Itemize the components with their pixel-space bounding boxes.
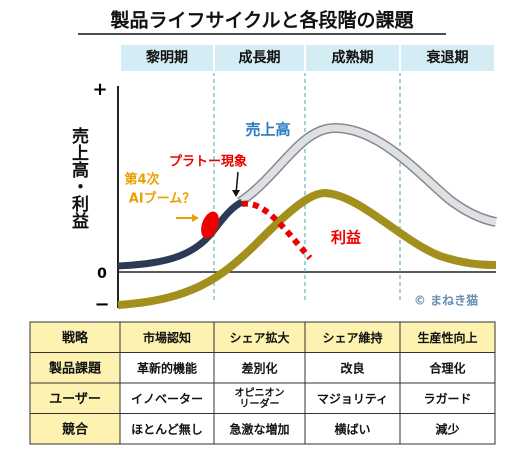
sales-curve-early bbox=[117, 198, 244, 270]
table-cell bbox=[399, 413, 496, 445]
plateau-drop bbox=[241, 200, 313, 260]
table-cell bbox=[119, 382, 215, 414]
table-cell bbox=[213, 321, 306, 353]
phase-label: 成熟期 bbox=[332, 49, 374, 66]
cell-text: ユーザー bbox=[49, 392, 101, 407]
phase-cell bbox=[399, 43, 496, 73]
copyright: © まねき猫 bbox=[414, 293, 478, 308]
table-cell bbox=[399, 352, 496, 384]
table-cell bbox=[213, 382, 306, 414]
phase-label: 衰退期 bbox=[426, 49, 469, 66]
cell-text: 減少 bbox=[435, 421, 459, 436]
table-cell bbox=[304, 382, 401, 414]
cell-text: 横ばい bbox=[334, 421, 370, 436]
table-cell bbox=[304, 413, 401, 445]
cell-text: ラガード bbox=[423, 391, 471, 406]
sales-label: 売上高 bbox=[245, 121, 290, 139]
cell-text: 革新的機能 bbox=[137, 360, 197, 375]
cell-text: 競合 bbox=[62, 421, 89, 437]
profit-label: 利益 bbox=[331, 229, 361, 247]
cell-text: イノベーター bbox=[131, 392, 203, 406]
axis-zero: 0 bbox=[97, 266, 107, 282]
cell-text: 差別化 bbox=[240, 360, 277, 375]
table-cell bbox=[29, 352, 121, 384]
table-cell bbox=[399, 321, 496, 353]
table-cell bbox=[119, 413, 215, 445]
phase-cell bbox=[119, 43, 215, 73]
cell-text: シェア拡大 bbox=[229, 330, 289, 345]
table-cell bbox=[304, 352, 401, 384]
table-cell bbox=[29, 382, 121, 414]
ai-boom-marker bbox=[201, 211, 219, 239]
phase-label: 成長期 bbox=[239, 49, 281, 66]
axis-plus: + bbox=[92, 79, 107, 100]
cell-text: 改良 bbox=[340, 360, 364, 375]
chart-frame bbox=[117, 72, 496, 308]
cell-text: ほとんど無し bbox=[131, 421, 203, 436]
title: 製品ライフサイクルと各段階の課題 bbox=[109, 9, 414, 32]
axis-minus: − bbox=[94, 294, 109, 315]
table-cell bbox=[213, 413, 306, 445]
cell-text: 生産性向上 bbox=[417, 330, 477, 345]
cell-text: 製品課題 bbox=[48, 360, 102, 376]
cell-text: 合理化 bbox=[429, 360, 465, 375]
cell-text: 市場認知 bbox=[143, 330, 191, 345]
sales-curve bbox=[238, 124, 497, 226]
axis-label: 売上高・利益 bbox=[68, 126, 89, 229]
plateau-arrowhead bbox=[232, 190, 240, 197]
cell-text: マジョリティ bbox=[317, 392, 388, 406]
ai-boom-label: 第4次 bbox=[124, 172, 159, 188]
ai-arrowhead bbox=[192, 214, 199, 222]
cell-text: リーダー bbox=[240, 397, 280, 410]
plateau-label: プラトー現象 bbox=[169, 154, 247, 170]
cell-text: シェア維持 bbox=[322, 330, 382, 345]
table-cell bbox=[29, 321, 121, 353]
table-cell bbox=[119, 321, 215, 353]
cell-text: 急激な増加 bbox=[229, 421, 289, 436]
cell-text: オピニオン bbox=[235, 387, 285, 399]
phase-label: 黎明期 bbox=[146, 49, 188, 66]
cell-text: 戦略 bbox=[62, 330, 89, 346]
table-cell bbox=[399, 382, 496, 414]
ai-boom-label: AIブーム？ bbox=[129, 191, 196, 207]
profit-curve bbox=[117, 188, 497, 309]
